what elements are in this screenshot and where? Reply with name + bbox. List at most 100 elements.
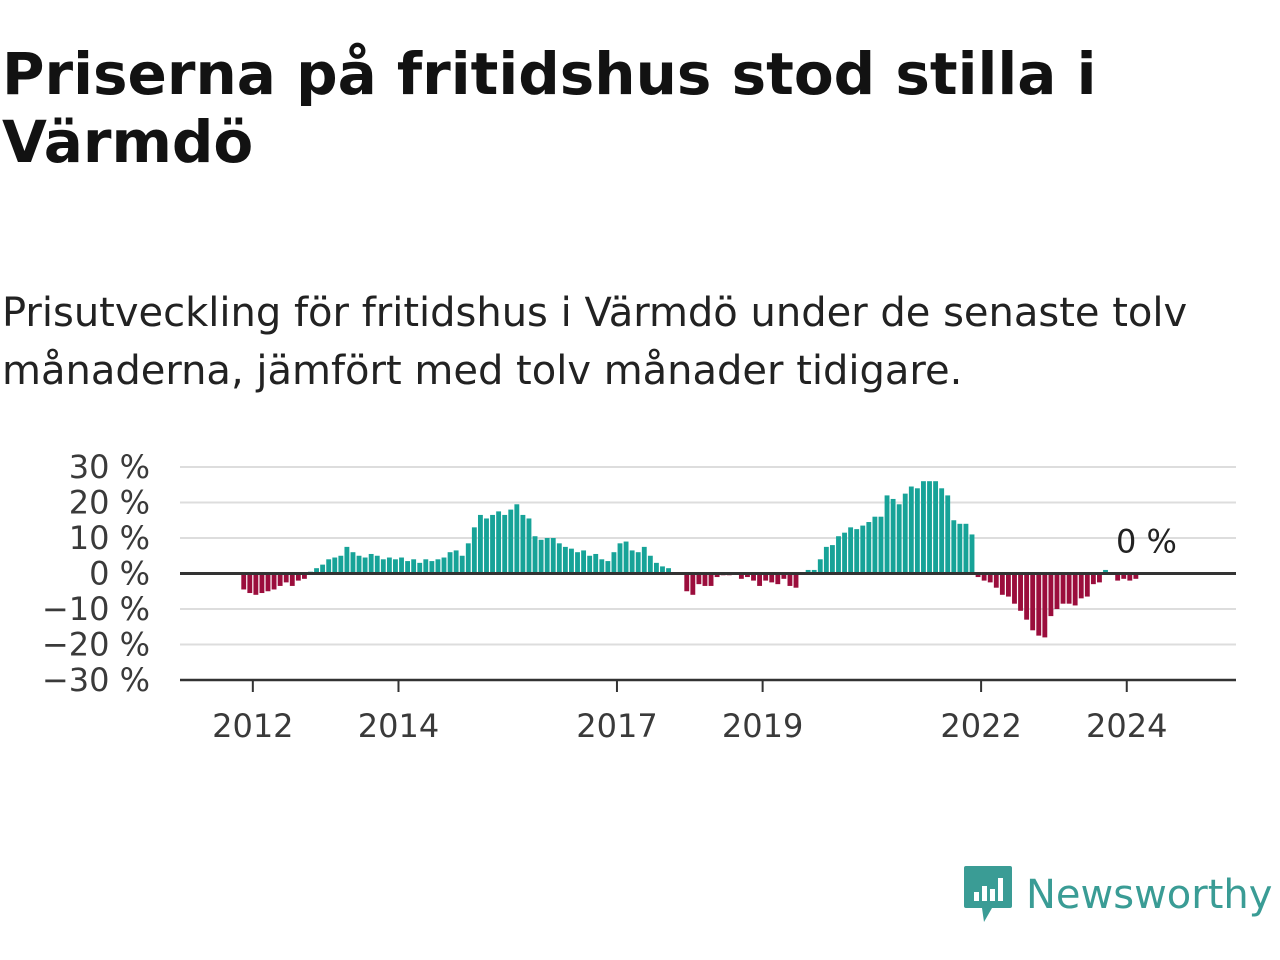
bar — [623, 541, 629, 574]
bar — [854, 529, 860, 574]
bar — [1133, 573, 1139, 579]
bar — [399, 557, 404, 574]
bar — [1036, 573, 1042, 636]
bar — [350, 552, 356, 574]
bar — [775, 573, 781, 585]
bar — [829, 545, 835, 574]
bar — [380, 559, 386, 574]
y-tick-label: 20 % — [69, 484, 150, 522]
bar — [902, 493, 908, 574]
bar — [666, 568, 671, 574]
bar — [805, 569, 811, 574]
bar — [271, 573, 277, 590]
bar — [374, 555, 380, 574]
bar — [793, 573, 799, 588]
bar — [1030, 573, 1036, 631]
bar — [999, 573, 1005, 595]
bar — [362, 557, 368, 574]
y-tick-label: 10 % — [69, 519, 150, 557]
bar — [878, 516, 884, 574]
bar — [653, 562, 659, 574]
bar — [344, 546, 350, 574]
bar — [1005, 573, 1011, 597]
bar — [289, 573, 295, 586]
y-tick-label: −30 % — [42, 661, 150, 699]
bar — [890, 498, 896, 574]
bar — [581, 550, 587, 574]
bar — [1012, 573, 1017, 604]
bar — [314, 568, 319, 574]
bar — [787, 573, 793, 586]
bar — [896, 504, 902, 574]
bar — [696, 573, 702, 585]
bar — [386, 557, 392, 574]
bar — [975, 573, 981, 578]
bar — [823, 546, 829, 574]
last-value-label: 0 % — [1116, 523, 1177, 561]
x-tick-label: 2019 — [722, 707, 803, 745]
bar — [647, 555, 653, 574]
bar — [1054, 573, 1060, 609]
bar — [320, 564, 326, 574]
bar — [872, 516, 878, 574]
bar — [1066, 573, 1072, 604]
bar — [842, 532, 847, 574]
bar — [708, 573, 714, 586]
bar — [951, 520, 957, 574]
brand-logo: Newsworthy — [962, 862, 1272, 928]
bar — [751, 573, 756, 581]
y-tick-label: −10 % — [42, 590, 150, 628]
bar — [1097, 573, 1102, 583]
bar-chart: 30 %20 %10 %0 %−10 %−20 %−30 % 2012 2014 2… — [42, 448, 1236, 745]
bar — [356, 555, 362, 574]
bar — [277, 573, 283, 586]
bar — [253, 573, 259, 595]
bar — [860, 525, 866, 574]
bar — [393, 559, 398, 574]
x-tick-label: 2012 — [212, 707, 293, 745]
bar — [690, 573, 696, 595]
bar — [817, 559, 823, 574]
bar — [575, 552, 580, 574]
bar — [520, 514, 526, 574]
bar — [1127, 573, 1133, 581]
bar — [301, 573, 307, 579]
bar — [502, 514, 508, 574]
bar — [660, 566, 665, 574]
bar — [1078, 573, 1084, 599]
bar — [714, 573, 720, 578]
bar — [241, 573, 247, 590]
bar — [848, 527, 854, 574]
bar — [1090, 573, 1096, 585]
bar — [933, 481, 939, 574]
bar — [1042, 573, 1048, 638]
bar — [453, 550, 459, 574]
bar — [538, 539, 544, 574]
bar — [763, 573, 769, 581]
x-tick-label: 2022 — [940, 707, 1021, 745]
bar — [496, 511, 502, 574]
bar — [587, 555, 593, 574]
bar — [532, 536, 538, 574]
bar — [738, 573, 744, 579]
bar — [635, 552, 641, 574]
bar — [993, 573, 999, 588]
bar — [477, 514, 483, 574]
bar — [283, 573, 289, 583]
bar — [1103, 569, 1108, 574]
bar — [745, 573, 750, 578]
bar — [441, 557, 447, 574]
bar — [1084, 573, 1090, 597]
brand-name: Newsworthy — [1026, 872, 1273, 918]
bar — [526, 518, 532, 574]
bar — [757, 573, 763, 586]
bar — [1121, 573, 1127, 579]
x-tick-label: 2014 — [358, 707, 439, 745]
bar — [811, 569, 817, 574]
bar — [908, 486, 914, 574]
bar — [550, 538, 556, 574]
bars — [241, 481, 1139, 638]
bar — [417, 562, 423, 574]
y-axis-ticks: 30 %20 %10 %0 %−10 %−20 %−30 % — [42, 448, 150, 699]
bar — [617, 543, 623, 574]
